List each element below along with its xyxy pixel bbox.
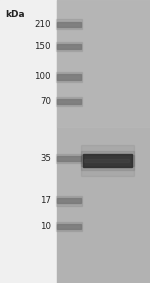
Bar [57,44,81,49]
Bar [56,72,82,82]
Bar [56,222,82,231]
Bar [57,99,81,104]
Bar [57,0,150,283]
Text: 17: 17 [40,196,51,205]
Bar [84,159,129,162]
Bar [57,0,150,127]
Bar [57,156,81,161]
Bar [0,0,57,283]
Text: 150: 150 [34,42,51,51]
Bar [56,42,82,51]
Bar [81,155,134,166]
Bar [82,154,132,167]
Bar [81,145,134,176]
Bar [57,22,81,27]
Text: 10: 10 [40,222,51,231]
Text: 70: 70 [40,97,51,106]
Text: kDa: kDa [5,10,25,19]
Bar [56,154,82,163]
Bar [56,20,82,29]
Bar [57,74,81,80]
Bar [57,224,81,229]
Bar [57,198,81,203]
Text: 100: 100 [34,72,51,82]
Text: 210: 210 [34,20,51,29]
Text: 35: 35 [40,154,51,163]
Bar [56,196,82,205]
Bar [81,151,134,170]
Bar [56,97,82,106]
